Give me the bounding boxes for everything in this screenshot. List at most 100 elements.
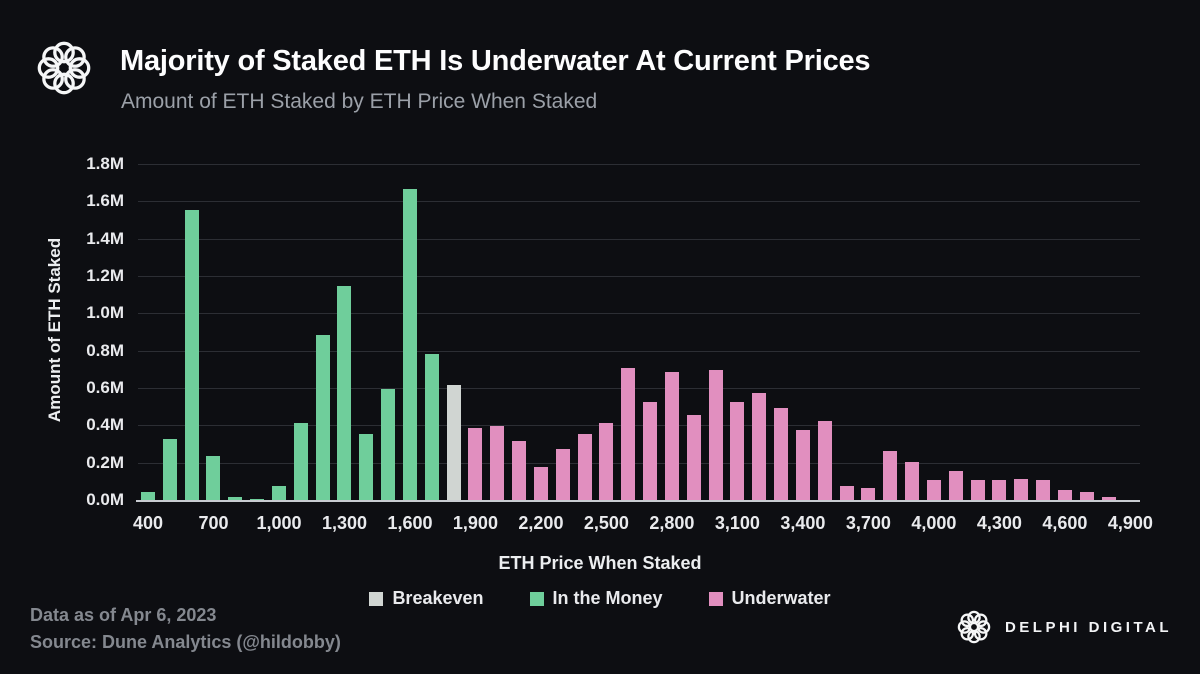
y-tick-label: 0.2M [86, 452, 124, 472]
bar [774, 408, 789, 501]
x-tick-label: 3,400 [780, 513, 826, 533]
bar [1057, 490, 1072, 501]
bar [381, 389, 396, 501]
bar [533, 467, 548, 501]
bar [446, 385, 461, 501]
bar [686, 415, 701, 501]
bar [359, 434, 374, 501]
x-axis-title: ETH Price When Staked [498, 553, 702, 573]
bar [599, 423, 614, 501]
bar [1036, 480, 1051, 501]
bar [271, 486, 286, 501]
bar [162, 439, 177, 501]
bar [948, 471, 963, 501]
bar [468, 428, 483, 501]
bar [206, 456, 221, 501]
bar [577, 434, 592, 501]
bar [1014, 479, 1029, 501]
bar [402, 189, 417, 501]
x-tick-label: 400 [132, 513, 164, 533]
y-tick-label: 0.4M [86, 415, 124, 435]
x-tick-label: 2,200 [518, 513, 564, 533]
x-axis-baseline [136, 500, 1140, 502]
legend-item: In the Money [529, 588, 663, 609]
bar [228, 497, 243, 501]
legend-item: Underwater [708, 588, 831, 609]
x-tick-label: 2,800 [649, 513, 695, 533]
y-tick-label: 1.0M [86, 303, 124, 323]
bar [752, 393, 767, 501]
bar [861, 488, 876, 501]
x-tick-label: 4,000 [911, 513, 957, 533]
bar [490, 426, 505, 501]
legend-label: Breakeven [392, 588, 484, 608]
bar [708, 370, 723, 501]
bar [992, 480, 1007, 501]
page-subtitle: Amount of ETH Staked by ETH Price When S… [121, 90, 598, 113]
y-tick-label: 1.6M [86, 191, 124, 211]
y-tick-label: 0.0M [86, 490, 124, 509]
bar [730, 402, 745, 501]
bar [817, 421, 832, 501]
x-tick-label: 3,700 [845, 513, 891, 533]
x-tick-label: 4,600 [1042, 513, 1088, 533]
legend-swatch-icon [529, 591, 544, 606]
bar [315, 335, 330, 501]
gridline [138, 313, 1140, 315]
legend-label: Underwater [731, 588, 831, 608]
y-tick-label: 1.4M [86, 228, 124, 248]
legend-swatch-icon [369, 591, 384, 606]
gridline [138, 388, 1140, 389]
legend-item: Breakeven [369, 588, 484, 609]
gridline [138, 164, 1140, 165]
x-tick-label: 4,900 [1107, 513, 1153, 533]
bar [664, 372, 679, 501]
bar [839, 486, 854, 501]
bar [643, 402, 658, 501]
bar [883, 451, 898, 501]
gridline [138, 201, 1140, 203]
gridline [138, 425, 1140, 427]
bar [555, 449, 570, 501]
bar [337, 286, 352, 501]
legend-swatch-icon [708, 591, 723, 606]
delphi-logo-icon [37, 41, 91, 95]
bar [293, 423, 308, 501]
gridline [138, 238, 1140, 240]
source-label: Source: Dune Analytics (@hildobby) [30, 632, 341, 652]
plot-area: Amount of ETH Staked 0.0M 0.2M 0.4M 0.6M 0.8… [45, 154, 1153, 533]
delphi-brand-logo-icon [957, 610, 991, 644]
x-tick-label: 1,900 [452, 513, 498, 533]
bar [970, 480, 985, 501]
bar [512, 441, 527, 501]
y-tick-label: 0.8M [86, 340, 124, 360]
bar [424, 354, 439, 501]
legend-label: In the Money [552, 588, 663, 608]
bar [621, 368, 636, 501]
page-title: Majority of Staked ETH Is Underwater At … [120, 45, 871, 77]
legend: Breakeven In the Money Underwater [0, 588, 1200, 609]
footer-notes: Data as of Apr 6, 2023 Source: Dune Anal… [30, 602, 341, 656]
y-tick-label: 1.8M [86, 154, 124, 173]
y-tick-label: 0.6M [86, 378, 124, 397]
bar [795, 430, 810, 501]
gridline [138, 462, 1140, 464]
x-tick-label: 1,000 [256, 513, 302, 533]
x-tick-label: 2,500 [583, 513, 629, 533]
data-as-of-label: Data as of Apr 6, 2023 [30, 605, 217, 625]
bar [905, 462, 920, 501]
y-tick-label: 1.2M [86, 266, 124, 285]
bar [926, 480, 941, 501]
delphi-brand-text: DELPHI DIGITAL [1004, 618, 1172, 636]
x-tick-label: 3,100 [714, 513, 760, 533]
gridline [138, 350, 1140, 352]
bar [184, 210, 199, 501]
bar [141, 492, 155, 501]
x-tick-label: 1,300 [321, 513, 367, 533]
x-tick-label: 1,600 [387, 513, 433, 533]
x-tick-label: 4,300 [976, 513, 1022, 533]
bar [1101, 497, 1116, 501]
bar [1079, 492, 1094, 501]
brand-lockup: DELPHI DIGITAL [955, 608, 1172, 646]
